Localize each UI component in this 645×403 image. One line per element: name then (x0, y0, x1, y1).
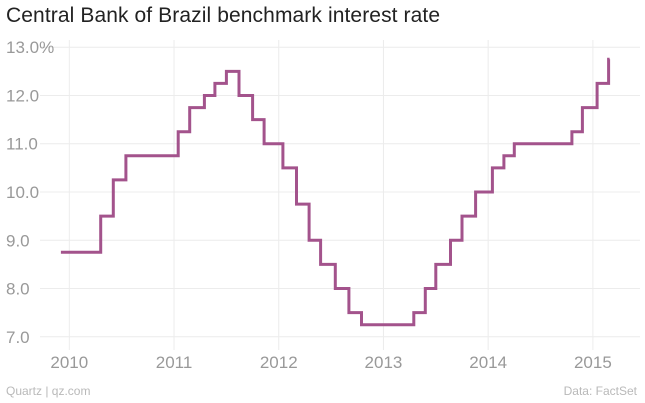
chart-title: Central Bank of Brazil benchmark interes… (6, 4, 441, 27)
y-tick-label: 11.0 (6, 135, 38, 154)
x-tick-label: 2014 (469, 353, 507, 372)
y-tick-label: 9.0 (6, 231, 30, 250)
x-tick-label: 2012 (260, 353, 298, 372)
x-tick-label: 2010 (50, 353, 88, 372)
x-tick-label: 2013 (365, 353, 403, 372)
horizontal-gridlines (40, 46, 640, 338)
x-tick-label: 2011 (156, 353, 193, 372)
y-tick-label: 10.0 (6, 183, 39, 202)
vertical-gridlines (68, 40, 594, 350)
footer-source-right: Data: FactSet (563, 384, 637, 398)
x-tick-label: 2015 (574, 353, 612, 372)
series-group (60, 57, 611, 327)
x-axis-tick-labels: 2010 2011 2012 2013 2014 2015 (50, 353, 611, 372)
series-line-selic (60, 57, 611, 327)
y-tick-label: 8.0 (6, 280, 30, 299)
y-tick-label: 13.0% (6, 38, 54, 57)
y-tick-label: 12.0 (6, 86, 39, 105)
footer-source-left: Quartz | qz.com (6, 384, 91, 398)
y-axis-tick-labels: 13.0% 12.0 11.0 10.0 9.0 8.0 7.0 (6, 38, 54, 347)
y-tick-label: 7.0 (6, 328, 30, 347)
